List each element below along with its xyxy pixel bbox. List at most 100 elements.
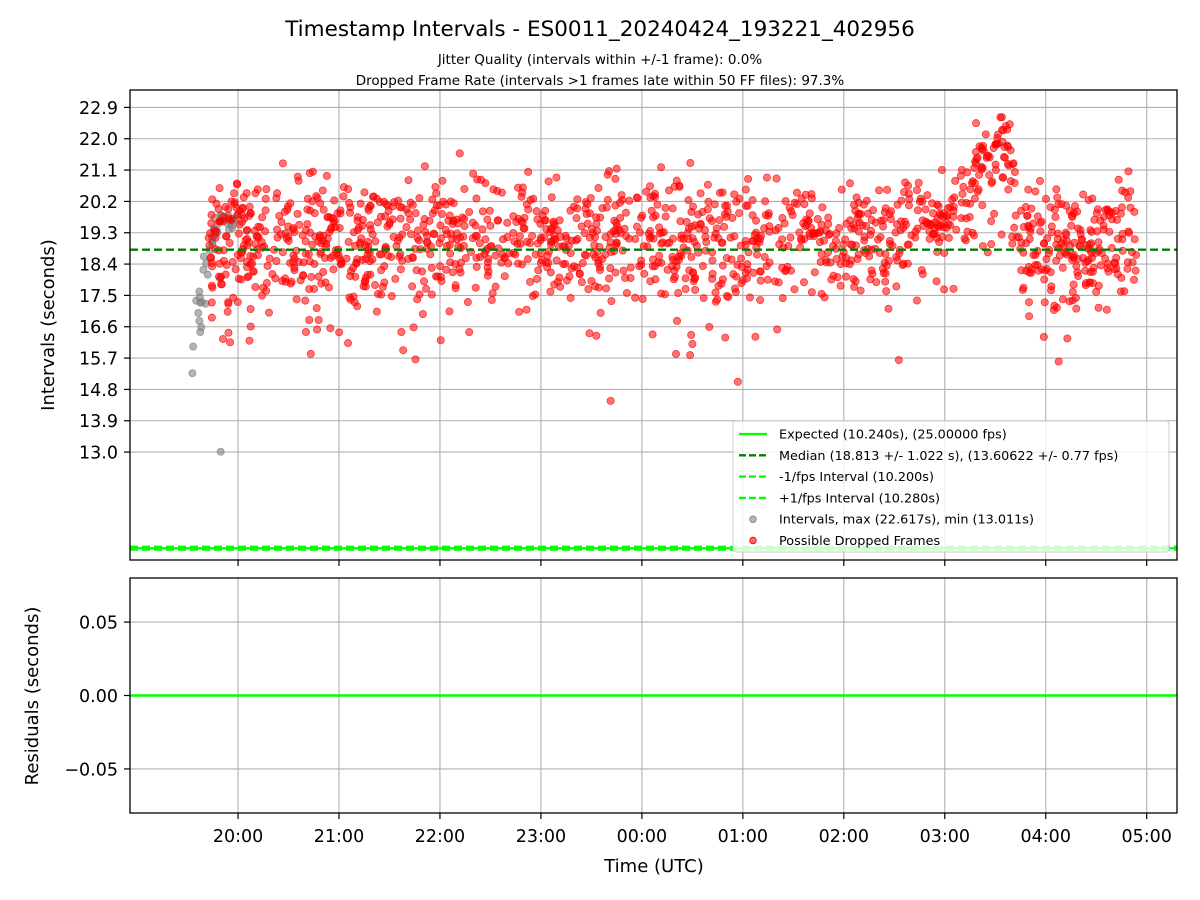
dropped-frame-point — [1050, 205, 1059, 214]
dropped-frame-point — [397, 328, 406, 337]
dropped-frame-point — [380, 278, 389, 287]
dropped-frame-point — [308, 240, 317, 249]
dropped-frame-point — [519, 224, 528, 233]
x-tick-label: 03:00 — [920, 827, 970, 847]
dropped-frame-point — [637, 256, 646, 265]
dropped-frame-point — [805, 209, 814, 218]
dropped-frame-point — [409, 323, 418, 332]
dropped-frame-point — [760, 224, 769, 233]
dropped-frame-point — [1124, 227, 1133, 236]
dropped-frame-point — [411, 209, 420, 218]
dropped-frame-point — [921, 205, 930, 214]
dropped-frame-point — [242, 189, 251, 198]
dropped-frame-point — [1111, 206, 1120, 215]
dropped-frame-point — [807, 194, 816, 203]
residuals-y-axis-label: Residuals (seconds) — [22, 607, 43, 786]
dropped-frame-point — [426, 250, 435, 259]
dropped-frame-point — [657, 258, 666, 267]
dropped-frame-point — [841, 272, 850, 281]
dropped-frame-point — [1027, 268, 1036, 277]
dropped-frame-point — [499, 235, 508, 244]
dropped-frame-point — [959, 182, 968, 191]
dropped-frame-point — [912, 296, 921, 305]
dropped-frame-point — [824, 219, 833, 228]
dropped-frame-point — [998, 125, 1007, 134]
dropped-frame-point — [404, 176, 413, 185]
dropped-frame-point — [620, 224, 629, 233]
dropped-frame-point — [1073, 254, 1082, 263]
dropped-frame-point — [1090, 215, 1099, 224]
dropped-frame-point — [1061, 228, 1070, 237]
dropped-frame-point — [221, 202, 230, 211]
dropped-frame-point — [1118, 186, 1127, 195]
dropped-frame-point — [277, 218, 286, 227]
dropped-frame-point — [751, 332, 760, 341]
dropped-frame-point — [884, 304, 893, 313]
dropped-frame-point — [265, 254, 274, 263]
dropped-frame-point — [553, 226, 562, 235]
dropped-frame-point — [283, 205, 292, 214]
dropped-frame-point — [306, 349, 315, 358]
dropped-frame-point — [688, 340, 697, 349]
dropped-frame-point — [596, 213, 605, 222]
dropped-frame-point — [577, 278, 586, 287]
chart-subtitle-jitter: Jitter Quality (intervals within +/-1 fr… — [437, 52, 763, 68]
dropped-frame-point — [207, 210, 216, 219]
dropped-frame-point — [728, 213, 737, 222]
intervals-plot-frame — [129, 89, 1178, 561]
x-tick-label: 04:00 — [1021, 827, 1071, 847]
dropped-frame-point — [322, 239, 331, 248]
dropped-frame-point — [762, 173, 771, 182]
dropped-frame-point — [256, 223, 265, 232]
dropped-frame-point — [567, 264, 576, 273]
dropped-frame-point — [423, 238, 432, 247]
dropped-frame-point — [329, 265, 338, 274]
legend-median-label: Median (18.813 +/- 1.022 s), (13.60622 +… — [779, 449, 1118, 464]
dropped-frame-point — [847, 256, 856, 265]
dropped-frame-point — [879, 222, 888, 231]
dropped-frame-point — [469, 169, 478, 178]
dropped-frame-point — [1101, 254, 1110, 263]
dropped-frame-point — [262, 185, 271, 194]
dropped-frame-point — [253, 185, 262, 194]
dropped-frame-point — [1083, 241, 1092, 250]
dropped-frame-point — [1004, 185, 1013, 194]
dropped-frame-point — [585, 329, 594, 338]
dropped-frame-point — [1010, 167, 1019, 176]
dropped-frame-point — [1011, 211, 1020, 220]
dropped-frame-point — [446, 258, 455, 267]
dropped-frame-point — [207, 219, 216, 228]
dropped-frame-point — [970, 163, 979, 172]
dropped-frame-point — [700, 226, 709, 235]
dropped-frame-point — [687, 207, 696, 216]
dropped-frame-point — [934, 202, 943, 211]
dropped-frame-point — [314, 237, 323, 246]
dropped-frame-point — [513, 259, 522, 268]
dropped-frame-point — [894, 356, 903, 365]
dropped-frame-point — [580, 229, 589, 238]
interval-point — [189, 342, 198, 351]
dropped-frame-point — [612, 164, 621, 173]
dropped-frame-point — [526, 196, 535, 205]
dropped-frame-point — [422, 284, 431, 293]
interval-point — [199, 252, 208, 261]
dropped-frame-point — [1067, 221, 1076, 230]
dropped-frame-point — [445, 307, 454, 316]
dropped-frame-point — [455, 264, 464, 273]
dropped-frame-point — [473, 175, 482, 184]
dropped-frame-point — [671, 349, 680, 358]
dropped-frame-point — [940, 285, 949, 294]
dropped-frame-point — [217, 280, 226, 289]
dropped-frame-point — [778, 214, 787, 223]
dropped-frame-point — [215, 184, 224, 193]
dropped-frame-point — [524, 167, 533, 176]
dropped-frame-point — [253, 251, 262, 260]
y-tick-label: 15.7 — [79, 350, 118, 370]
chart-subtitle-dropped: Dropped Frame Rate (intervals >1 frames … — [356, 73, 845, 89]
dropped-frame-point — [705, 214, 714, 223]
dropped-frame-point — [547, 193, 556, 202]
dropped-frame-point — [344, 237, 353, 246]
dropped-frame-point — [369, 192, 378, 201]
dropped-frame-point — [1124, 167, 1133, 176]
dropped-frame-point — [631, 293, 640, 302]
